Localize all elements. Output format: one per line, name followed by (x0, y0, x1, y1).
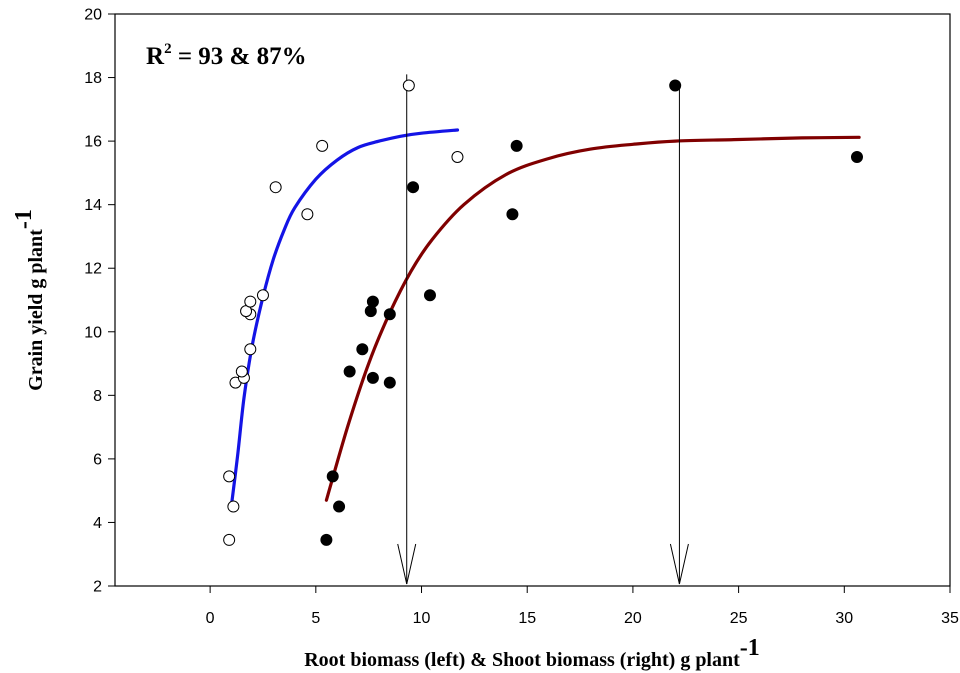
x-tick-label: 35 (941, 610, 959, 627)
root-point (223, 533, 236, 546)
root-point (244, 295, 257, 308)
y-tick-label: 12 (84, 261, 102, 278)
shoot-point (366, 295, 379, 308)
shoot-point (343, 365, 356, 378)
shoot-point (407, 181, 420, 194)
y-axis-title-superscript: -1 (11, 209, 37, 229)
shoot-point (326, 470, 339, 483)
x-tick-label: 15 (518, 610, 536, 627)
shoot-point (366, 371, 379, 384)
root-point (244, 343, 257, 356)
shoot-point (506, 208, 519, 221)
x-tick-label: 0 (206, 610, 215, 627)
root-point (223, 470, 236, 483)
y-tick-label: 2 (93, 579, 102, 596)
fit-curve (324, 135, 861, 502)
root-point (269, 181, 282, 194)
r-squared-prefix: R (146, 43, 165, 70)
root-point (316, 139, 329, 152)
x-tick-label: 30 (835, 610, 853, 627)
x-tick-label: 25 (730, 610, 748, 627)
root-point (235, 365, 248, 378)
x-axis-title-superscript: -1 (740, 635, 760, 661)
shoot-point (669, 79, 682, 92)
y-tick-label: 4 (93, 515, 102, 532)
y-axis-title: Grain yield g plant-1 (11, 209, 47, 391)
x-axis: 0 5 10 15 20 25 30 35 (206, 586, 959, 627)
y-tick-label: 18 (84, 70, 102, 87)
x-tick-label: 5 (311, 610, 320, 627)
root-point (451, 151, 464, 163)
fit-curve (229, 128, 460, 509)
y-axis: 2 4 6 8 10 12 14 16 18 20 (84, 7, 115, 596)
root-point (402, 79, 415, 92)
data-points (223, 79, 863, 546)
r-squared-value: = 93 & 87% (172, 43, 307, 70)
root-point (227, 500, 240, 513)
x-axis-title: Root biomass (left) & Shoot biomass (rig… (304, 635, 760, 671)
y-tick-label: 6 (93, 451, 102, 468)
x-tick-label: 20 (624, 610, 642, 627)
shoot-point (333, 500, 346, 513)
r-squared-superscript: 2 (164, 41, 172, 57)
r-squared-annotation: R2 = 93 & 87% (146, 41, 307, 70)
plot-frame (114, 13, 951, 587)
fit-curves (229, 128, 861, 509)
y-axis-title-text: Grain yield g plant (25, 229, 47, 391)
shoot-point (383, 308, 396, 321)
shoot-point (850, 151, 863, 163)
arrows (397, 74, 689, 585)
y-tick-label: 14 (84, 197, 102, 214)
shoot-point (423, 289, 436, 302)
x-axis-title-text: Root biomass (left) & Shoot biomass (rig… (304, 649, 740, 671)
arrow-head (669, 543, 689, 585)
shoot-point (383, 376, 396, 389)
shoot-point (510, 139, 523, 152)
root-point (301, 208, 314, 221)
shoot-point (320, 533, 333, 546)
y-tick-label: 10 (84, 324, 102, 341)
y-tick-label: 20 (84, 7, 102, 24)
y-tick-label: 16 (84, 134, 102, 151)
y-tick-label: 8 (93, 388, 102, 405)
x-tick-label: 10 (413, 610, 431, 627)
shoot-point (356, 343, 369, 356)
arrow-head (397, 543, 417, 585)
root-point (256, 289, 269, 302)
